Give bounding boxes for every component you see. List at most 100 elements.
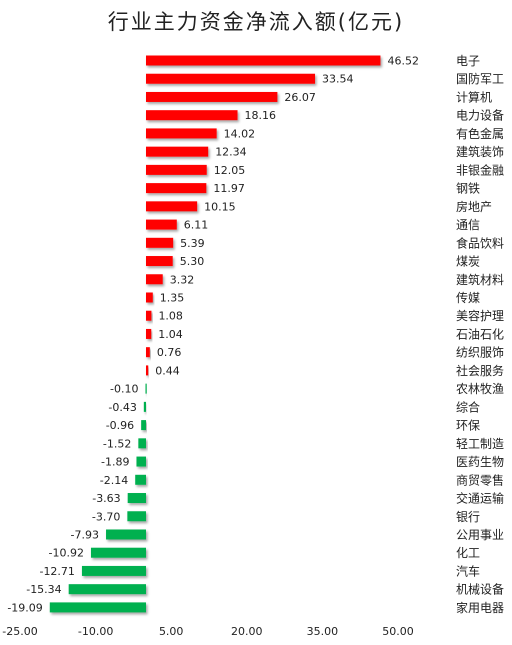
value-label: -15.34 xyxy=(26,583,61,596)
bar-家用电器 xyxy=(49,602,146,613)
value-label: 33.54 xyxy=(322,73,354,86)
bar-食品饮料 xyxy=(146,237,174,248)
bar-轻工制造 xyxy=(138,438,146,449)
category-label: 传媒 xyxy=(456,290,480,305)
category-label: 银行 xyxy=(456,510,480,524)
value-labels-layer: 46.52 33.54 26.07 18.16 14.02 12.34 12.05 11.97… xyxy=(7,55,419,615)
value-label: -3.70 xyxy=(92,510,120,523)
value-label: -0.10 xyxy=(110,383,138,396)
value-label: -2.14 xyxy=(100,474,128,487)
category-label: 电子 xyxy=(456,54,480,68)
value-label: 18.16 xyxy=(245,109,277,122)
value-label: -0.43 xyxy=(108,401,136,414)
bar-传媒 xyxy=(146,292,153,303)
bar-美容护理 xyxy=(146,310,152,321)
bar-纺织服饰 xyxy=(146,347,150,358)
category-label: 公用事业 xyxy=(456,528,504,542)
category-label: 医药生物 xyxy=(456,455,504,469)
value-label: 26.07 xyxy=(284,91,316,104)
category-label: 非银金融 xyxy=(456,162,504,177)
bar-有色金属 xyxy=(146,128,217,139)
bar-房地产 xyxy=(146,201,198,212)
category-label: 轻工制造 xyxy=(456,437,504,451)
category-label: 家用电器 xyxy=(456,600,504,615)
bar-非银金融 xyxy=(146,164,207,175)
bar-交通运输 xyxy=(127,493,146,504)
category-label: 国防军工 xyxy=(456,71,504,86)
value-label: -19.09 xyxy=(7,601,42,614)
x-tick-label: 50.00 xyxy=(382,625,414,638)
x-tick-label: 35.00 xyxy=(307,625,339,638)
chart-title: 行业主力资金净流入额(亿元) xyxy=(107,10,405,34)
value-label: 5.39 xyxy=(180,237,205,250)
bar-钢铁 xyxy=(146,183,207,194)
category-label: 美容护理 xyxy=(456,308,504,323)
value-label: -12.71 xyxy=(39,565,74,578)
bar-电力设备 xyxy=(146,110,238,121)
value-label: 3.32 xyxy=(170,273,195,286)
value-label: 10.15 xyxy=(204,200,236,213)
value-label: 0.76 xyxy=(157,346,182,359)
value-label: -0.96 xyxy=(106,419,134,432)
category-label: 社会服务 xyxy=(456,363,504,378)
category-label: 煤炭 xyxy=(456,255,480,269)
bar-汽车 xyxy=(81,565,146,576)
value-label: 1.08 xyxy=(158,310,183,323)
bar-机械设备 xyxy=(68,584,146,595)
bar-公用事业 xyxy=(106,529,146,540)
category-label: 农林牧渔 xyxy=(456,382,504,396)
x-tick-label: -25.00 xyxy=(2,625,37,638)
value-label: 6.11 xyxy=(184,219,209,232)
bar-银行 xyxy=(127,511,146,522)
bar-医药生物 xyxy=(136,456,146,467)
value-label: -3.63 xyxy=(92,492,120,505)
value-label: -7.93 xyxy=(71,528,99,541)
category-label: 房地产 xyxy=(456,199,492,214)
category-label: 通信 xyxy=(456,218,480,232)
category-label: 建筑装饰 xyxy=(456,144,504,159)
category-label: 钢铁 xyxy=(456,182,480,196)
bar-环保 xyxy=(141,420,146,431)
category-label: 有色金属 xyxy=(456,126,504,141)
bar-建筑装饰 xyxy=(146,146,209,157)
bar-石油石化 xyxy=(146,328,152,339)
x-tick-label: 5.00 xyxy=(159,625,184,638)
bar-计算机 xyxy=(146,91,278,102)
value-label: 11.97 xyxy=(213,182,245,195)
x-tick-label: -10.00 xyxy=(78,625,113,638)
bars-layer xyxy=(49,55,381,613)
value-label: -1.52 xyxy=(103,437,131,450)
category-label: 建筑材料 xyxy=(456,272,504,287)
category-labels-layer: 电子国防军工计算机电力设备有色金属建筑装饰非银金融钢铁房地产通信食品饮料煤炭建筑… xyxy=(456,54,504,615)
value-label: 12.34 xyxy=(215,146,247,159)
bar-社会服务 xyxy=(146,365,149,376)
category-label: 纺织服饰 xyxy=(456,346,504,360)
category-label: 汽车 xyxy=(456,563,480,578)
category-label: 计算机 xyxy=(456,89,492,104)
x-axis-ticks: -25.00 -10.00 5.00 20.00 35.00 50.00 xyxy=(2,625,413,638)
bar-通信 xyxy=(146,219,177,230)
category-label: 电力设备 xyxy=(456,109,504,123)
category-label: 交通运输 xyxy=(456,491,504,506)
category-label: 机械设备 xyxy=(456,582,504,597)
bar-化工 xyxy=(90,547,146,558)
category-label: 综合 xyxy=(456,399,480,414)
x-tick-label: 20.00 xyxy=(231,625,263,638)
category-label: 食品饮料 xyxy=(456,235,504,250)
category-label: 化工 xyxy=(456,546,480,560)
bar-国防军工 xyxy=(146,73,316,84)
bar-煤炭 xyxy=(146,256,173,267)
value-label: -10.92 xyxy=(48,547,83,560)
value-label: -1.89 xyxy=(101,456,129,469)
bar-综合 xyxy=(143,401,146,412)
bar-农林牧渔 xyxy=(145,383,147,394)
category-label: 石油石化 xyxy=(456,327,504,341)
bar-电子 xyxy=(146,55,381,66)
value-label: 1.04 xyxy=(158,328,183,341)
value-label: 46.52 xyxy=(387,55,419,68)
value-label: 14.02 xyxy=(224,127,256,140)
value-label: 1.35 xyxy=(160,291,185,304)
category-label: 商贸零售 xyxy=(456,472,504,487)
